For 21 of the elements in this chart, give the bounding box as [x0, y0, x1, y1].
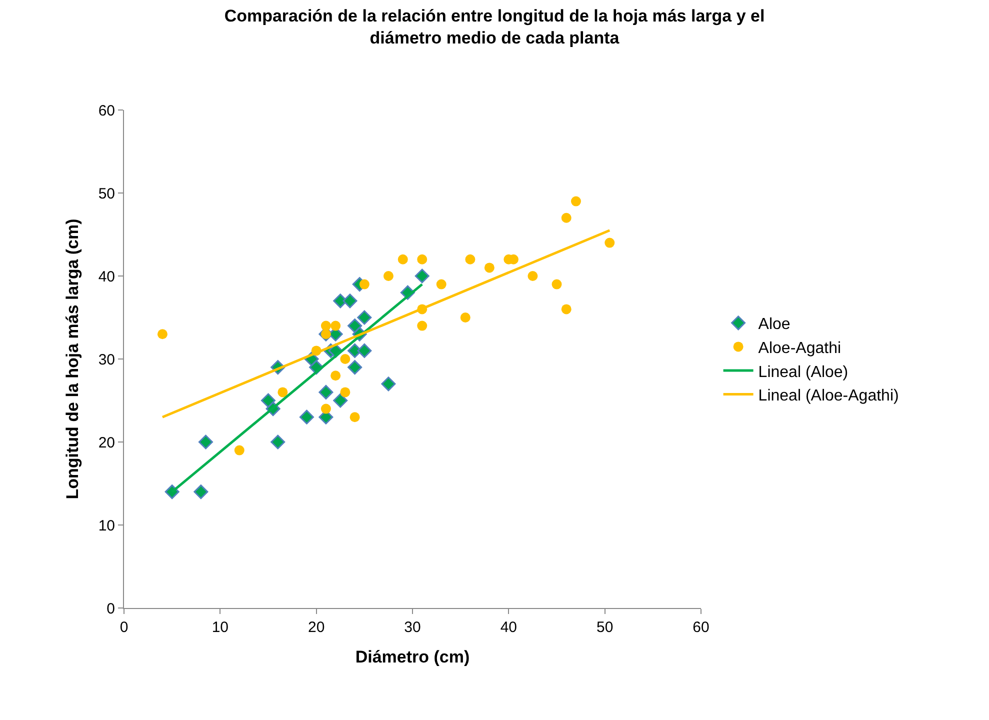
x-tick-label: 60: [692, 619, 710, 636]
legend-label: Lineal (Aloe): [758, 364, 848, 381]
x-tick-label: 20: [308, 619, 325, 636]
chart-title: Comparación de la relación entre longitud de la hoja más larga y el diámetro medio de cada planta: [224, 6, 765, 48]
x-tick-label: 10: [212, 619, 229, 636]
y-tick-label: 60: [98, 102, 115, 120]
x-tick-label: 30: [404, 619, 421, 636]
y-tick-label: 40: [98, 268, 115, 286]
legend-label: Aloe: [758, 316, 790, 334]
y-tick-label: 30: [98, 351, 115, 368]
x-tick-label: 40: [500, 619, 518, 636]
y-tick-label: 50: [98, 185, 115, 202]
x-axis-title: Diámetro (cm): [355, 647, 470, 666]
legend-label: Aloe-Agathi: [758, 340, 842, 357]
y-tick-label: 10: [98, 517, 115, 534]
x-tick-label: 50: [596, 619, 614, 636]
y-axis-title: Longitud de la hoja más larga (cm): [62, 218, 82, 500]
y-tick-label: 0: [106, 600, 115, 618]
legend-label: Lineal (Aloe-Agathi): [758, 388, 899, 405]
x-tick-label: 0: [120, 619, 128, 636]
y-tick-label: 20: [98, 434, 115, 452]
